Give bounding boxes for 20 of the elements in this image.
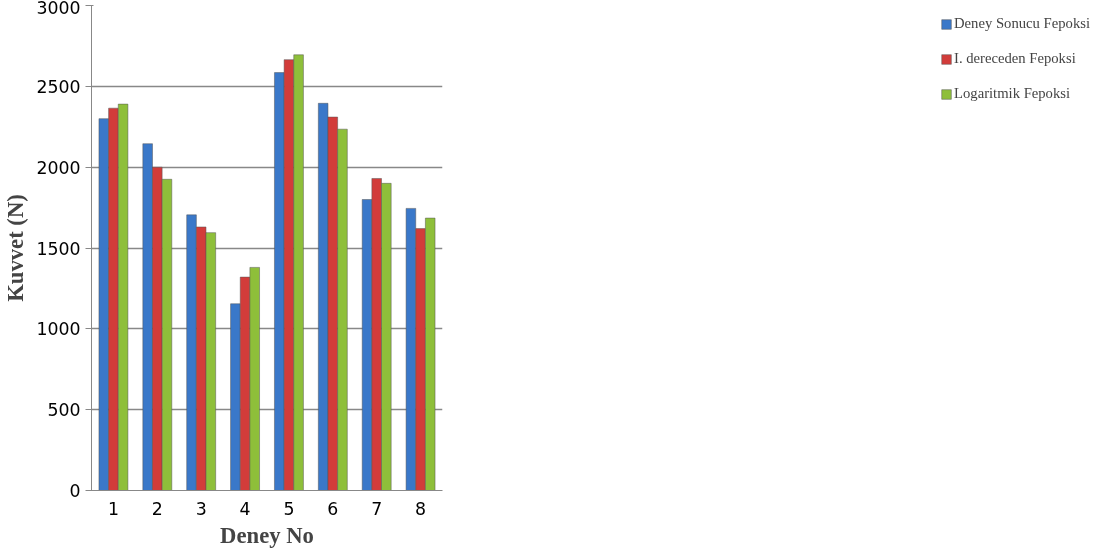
legend-label: Deney Sonucu Fepoksi	[954, 15, 1090, 32]
y-axis-title: Kuvvet (N)	[3, 194, 29, 302]
x-tick-label: 4	[239, 498, 251, 519]
y-tick-label: 1000	[36, 319, 81, 340]
y-tick-label: 3000	[36, 0, 81, 18]
x-tick-label: 8	[415, 498, 427, 519]
x-tick-label: 6	[327, 498, 339, 519]
y-tick-label: 1500	[36, 238, 81, 259]
x-tick-label: 2	[151, 498, 163, 519]
x-tick-label: 1	[107, 498, 119, 519]
y-tick-label: 500	[47, 400, 81, 421]
y-tick-label: 2500	[36, 76, 81, 97]
y-tick-label: 2000	[36, 157, 81, 178]
y-tick-label: 0	[69, 481, 81, 501]
legend-label: Logaritmik Fepoksi	[954, 85, 1071, 102]
x-tick-label: 7	[371, 498, 383, 519]
x-axis-title: Deney No	[220, 522, 314, 548]
x-tick-label: 5	[283, 498, 295, 519]
x-tick-label: 3	[195, 498, 207, 519]
legend-label: I. dereceden Fepoksi	[954, 50, 1076, 67]
